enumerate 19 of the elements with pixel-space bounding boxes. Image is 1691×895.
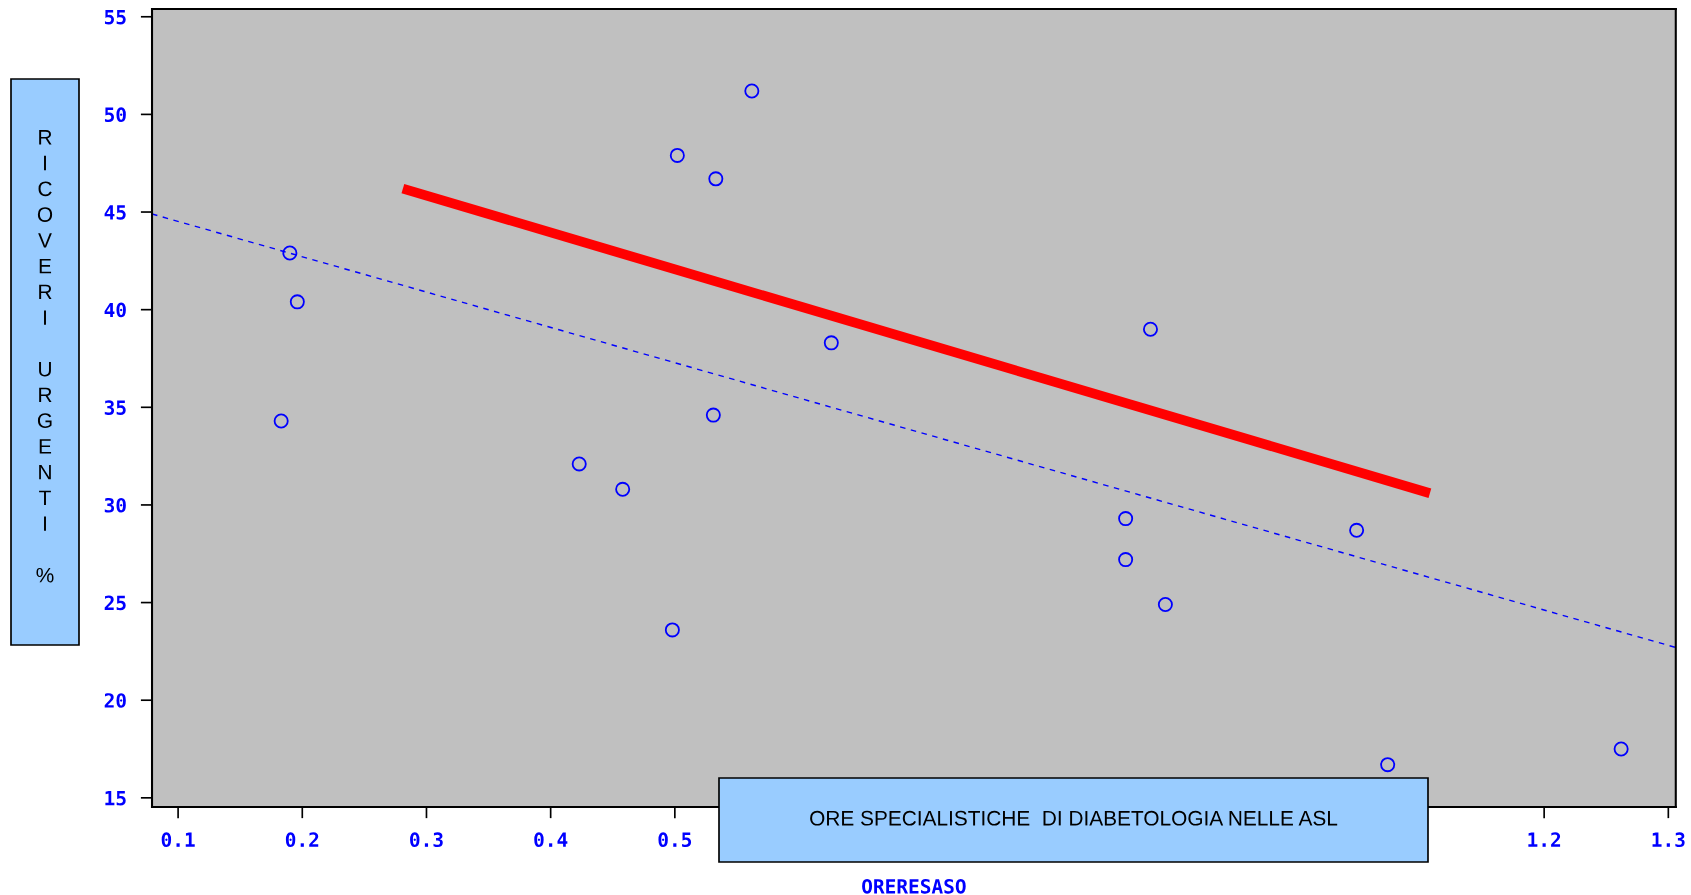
y-tick-label: 35: [104, 400, 126, 415]
y-tick-label: 25: [104, 595, 126, 611]
x-tick-label: 0.1: [161, 832, 195, 848]
x-tick-label: 0.5: [658, 832, 692, 848]
y-tick-label: 55: [104, 9, 126, 25]
x-tick-label: 1.3: [1652, 832, 1685, 848]
y-tick-label: 40: [104, 302, 126, 318]
x-tick-label: 1.2: [1528, 832, 1561, 847]
y-tick-label: 15: [105, 791, 126, 806]
y-tick-label: 20: [104, 693, 126, 708]
y-tick-label: 45: [104, 205, 126, 220]
y-tick-label: 50: [104, 107, 126, 123]
x-axis-title: ORERESASO: [862, 878, 966, 894]
text: ORE SPECIALISTICHE DI DIABETOLOGIA NELLE ASL: [810, 810, 1338, 826]
x-tick-label: 0.3: [410, 832, 443, 848]
x-tick-label: 0.4: [534, 832, 568, 848]
x-tick-label: 0.2: [285, 832, 319, 848]
text: RICOVERI URGENTI %: [36, 130, 54, 583]
y-tick-label: 30: [104, 497, 126, 513]
